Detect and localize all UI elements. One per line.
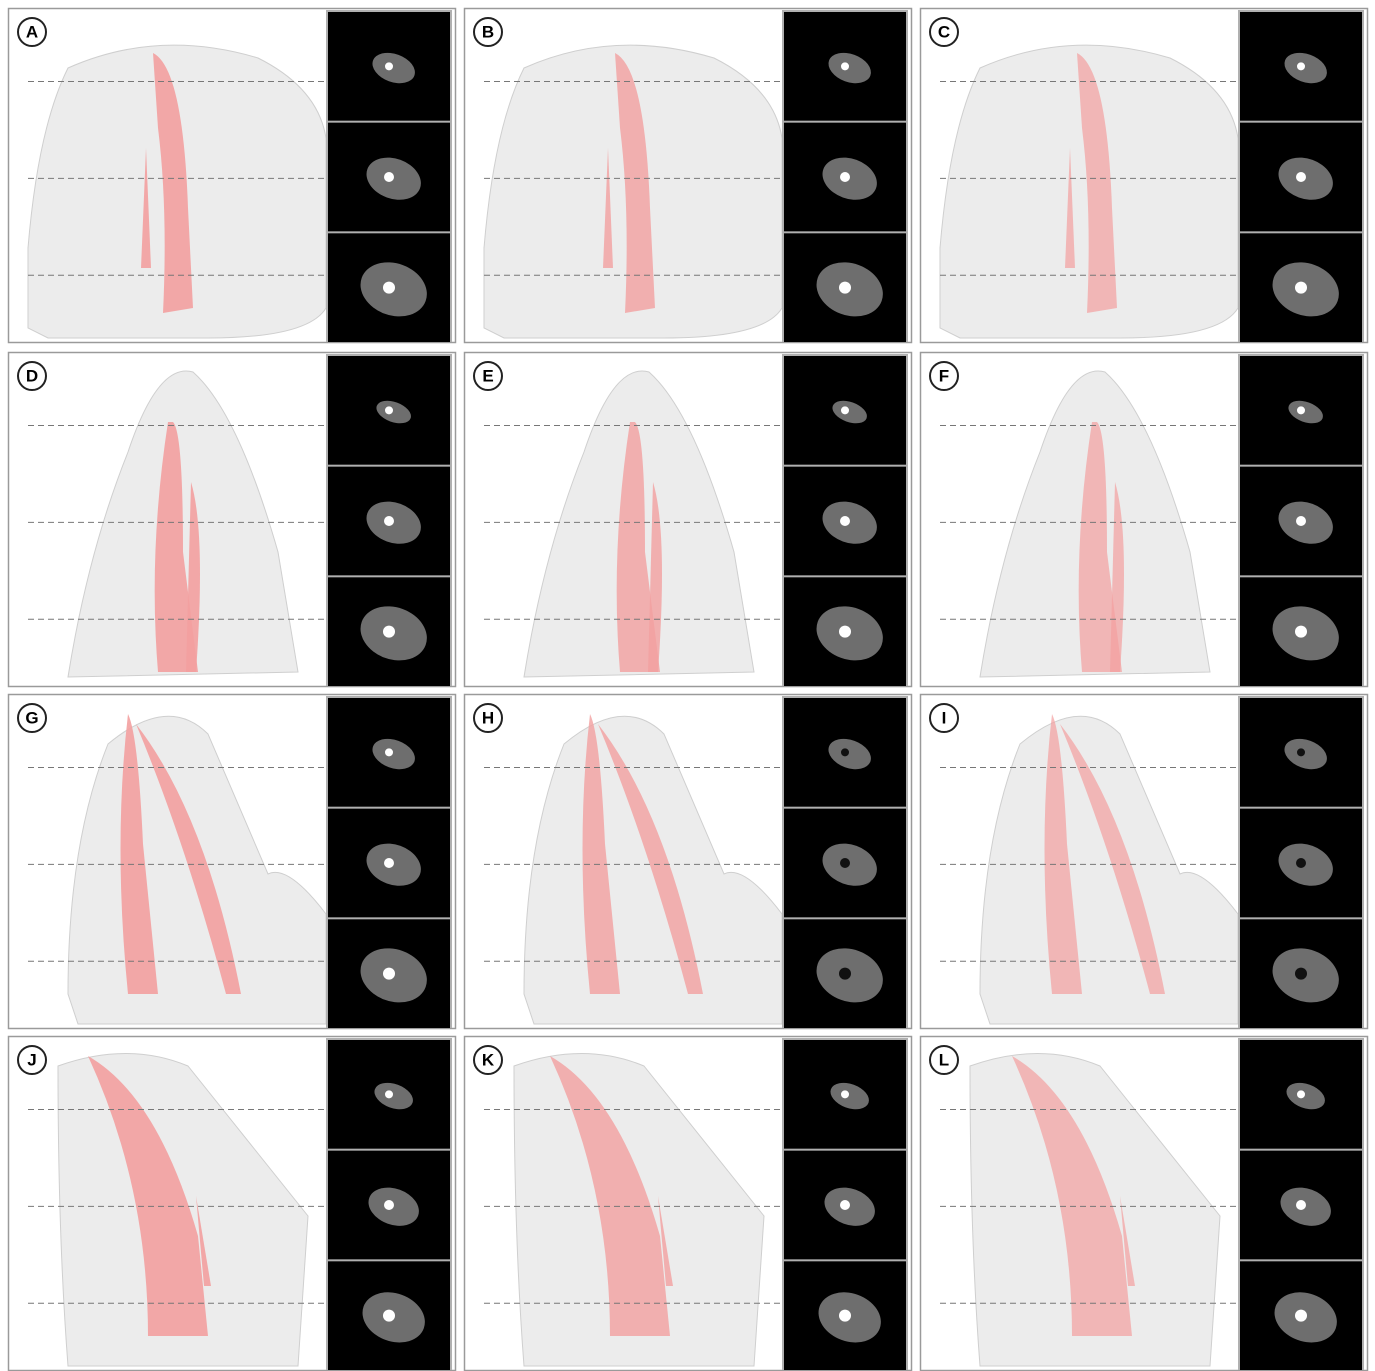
section-canal — [383, 968, 395, 980]
section-canal — [384, 172, 394, 182]
section-canal — [383, 1310, 395, 1322]
panel-label: K — [482, 1051, 495, 1070]
section-canal — [385, 1090, 393, 1098]
section-canal — [1297, 62, 1305, 70]
section-canal — [1295, 968, 1307, 980]
panel-label: I — [942, 709, 947, 728]
panel: E — [465, 353, 912, 687]
section-canal — [1296, 172, 1306, 182]
panel: C — [921, 9, 1368, 343]
section-canal — [841, 1090, 849, 1098]
panel: B — [465, 9, 912, 343]
section-canal — [840, 858, 850, 868]
section-canal — [384, 1200, 394, 1210]
section-canal — [385, 406, 393, 414]
section-canal — [839, 626, 851, 638]
section-canal — [385, 748, 393, 756]
section-canal — [1295, 626, 1307, 638]
panel: H — [465, 695, 912, 1029]
panel-label: H — [482, 709, 494, 728]
section-canal — [1297, 406, 1305, 414]
section-canal — [840, 172, 850, 182]
panel-label: E — [482, 367, 493, 386]
section-canal — [383, 282, 395, 294]
section-canal — [1297, 1090, 1305, 1098]
section-canal — [384, 516, 394, 526]
figure: A B C D E F G H I J K L — [0, 0, 1375, 1371]
panel-label: A — [26, 23, 38, 42]
section-canal — [839, 282, 851, 294]
panel: F — [921, 353, 1368, 687]
panel: G — [9, 695, 456, 1029]
section-canal — [1296, 1200, 1306, 1210]
panel-label: F — [939, 367, 949, 386]
section-canal — [841, 406, 849, 414]
panel: D — [9, 353, 456, 687]
panel: J — [9, 1037, 456, 1371]
panel: L — [921, 1037, 1368, 1371]
panel-label: J — [27, 1051, 36, 1070]
section-canal — [839, 968, 851, 980]
section-canal — [1296, 858, 1306, 868]
section-canal — [841, 748, 849, 756]
section-canal — [1297, 748, 1305, 756]
section-canal — [840, 1200, 850, 1210]
panel: A — [9, 9, 456, 343]
section-canal — [383, 626, 395, 638]
panel-label: L — [939, 1051, 949, 1070]
section-canal — [385, 62, 393, 70]
section-canal — [1295, 1310, 1307, 1322]
panel: I — [921, 695, 1368, 1029]
section-canal — [384, 858, 394, 868]
section-canal — [839, 1310, 851, 1322]
panel-label: C — [938, 23, 950, 42]
panel-label: G — [25, 709, 38, 728]
panel-label: D — [26, 367, 38, 386]
section-canal — [841, 62, 849, 70]
section-canal — [840, 516, 850, 526]
section-canal — [1295, 282, 1307, 294]
panel: K — [465, 1037, 912, 1371]
section-canal — [1296, 516, 1306, 526]
panel-label: B — [482, 23, 494, 42]
